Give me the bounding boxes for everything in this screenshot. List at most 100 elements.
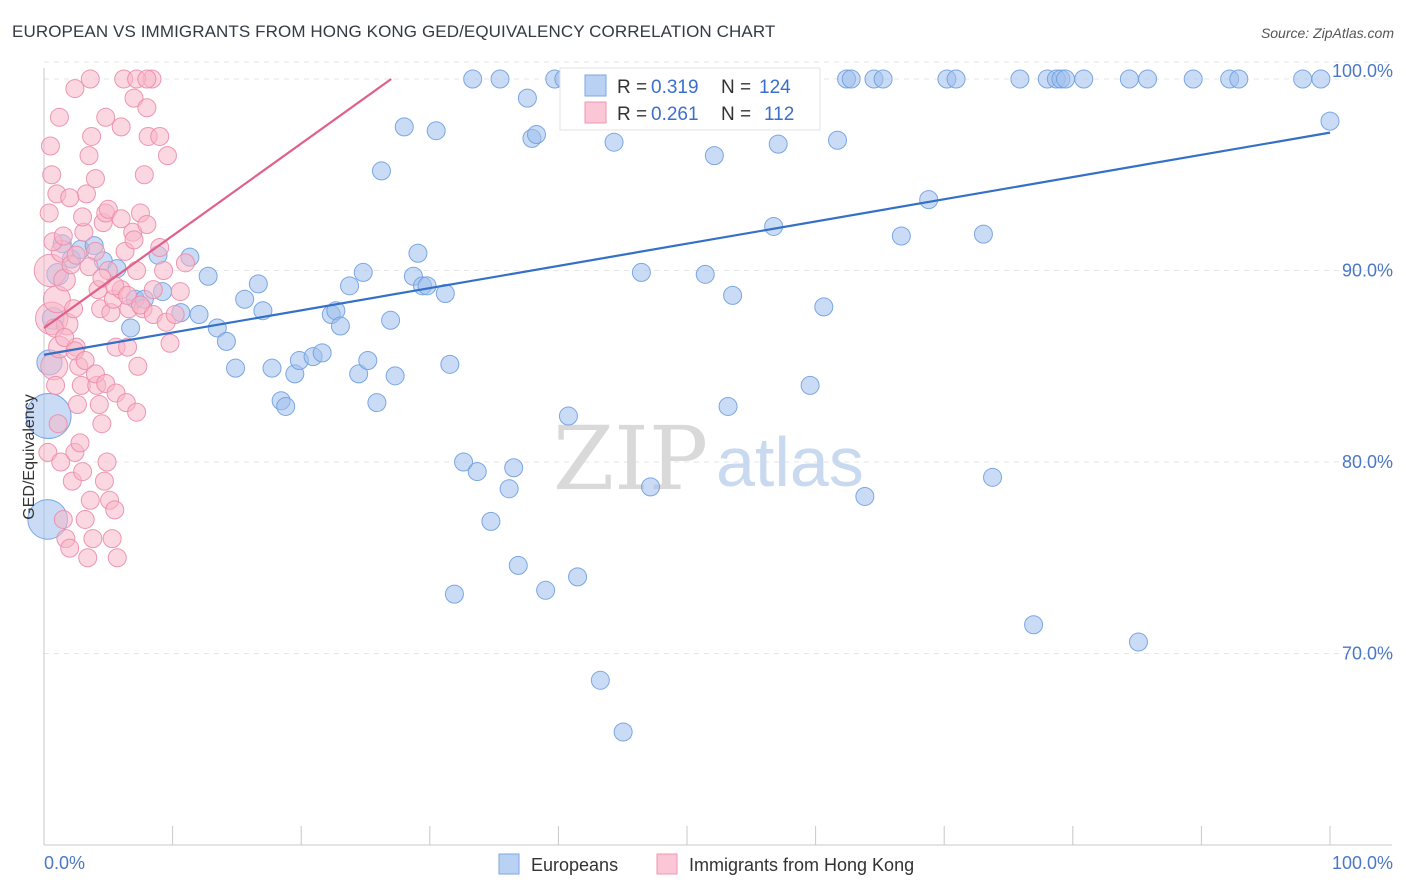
europeans-point: [1024, 615, 1044, 635]
hongkong-point: [124, 88, 144, 108]
europeans-point: [504, 458, 524, 478]
europeans-point: [800, 375, 820, 395]
series-legend-swatch-hongkong: [656, 853, 678, 875]
europeans-point: [508, 555, 528, 575]
europeans-point: [1311, 69, 1331, 89]
europeans-point: [718, 396, 738, 416]
europeans-point: [613, 722, 633, 742]
europeans-point: [1119, 69, 1139, 89]
europeans-point: [463, 69, 483, 89]
hongkong-point: [53, 509, 73, 529]
europeans-point: [312, 343, 332, 363]
europeans-point: [590, 670, 610, 690]
hongkong-point: [94, 471, 114, 491]
hongkong-point: [66, 245, 86, 265]
hongkong-point: [111, 117, 131, 137]
hongkong-point: [118, 337, 138, 357]
europeans-point: [1074, 69, 1094, 89]
europeans-point: [841, 69, 861, 89]
series-legend: Europeans Immigrants from Hong Kong: [498, 853, 914, 875]
europeans-point: [490, 69, 510, 89]
legend-r-value-2: 0.261: [651, 104, 699, 125]
europeans-point: [527, 125, 547, 145]
hongkong-point: [67, 395, 87, 415]
grid: [44, 61, 1392, 654]
correlation-legend: R = 0.319 N = 124 R = 0.261 N = 112: [559, 67, 821, 131]
y-tick-label: 80.0%: [1342, 452, 1393, 472]
hongkong-point: [118, 285, 138, 305]
y-tick-label: 90.0%: [1342, 261, 1393, 281]
hongkong-point: [60, 538, 80, 558]
legend-r-value-1: 0.319: [651, 77, 699, 98]
europeans-point: [330, 316, 350, 336]
europeans-point: [189, 305, 209, 325]
hongkong-point: [82, 126, 102, 146]
europeans-point: [764, 216, 784, 236]
europeans-point: [919, 190, 939, 210]
europeans-point: [1056, 69, 1076, 89]
hongkong-point: [127, 261, 147, 280]
hongkong-point: [51, 452, 71, 472]
europeans-point: [1010, 69, 1030, 89]
hongkong-point: [170, 282, 190, 302]
y-axis-title: GED/Equivalency: [21, 394, 38, 519]
hongkong-point: [92, 414, 112, 434]
europeans-point: [768, 134, 788, 154]
hongkong-point: [154, 261, 174, 280]
europeans-point: [198, 266, 218, 286]
hongkong-point: [137, 69, 157, 89]
europeans-point: [814, 297, 834, 317]
x-tick-labels: 0.0% 100.0%: [44, 853, 1393, 873]
hongkong-point: [75, 509, 95, 529]
hongkong-point: [105, 500, 125, 520]
series-legend-swatch-europeans: [498, 853, 520, 875]
data-points: [25, 69, 1340, 742]
europeans-point: [604, 132, 624, 152]
legend-r-label-1: R =: [617, 77, 647, 98]
hongkong-point: [165, 305, 185, 325]
hongkong-point: [134, 165, 154, 185]
legend-n-value-1: 124: [759, 77, 791, 98]
europeans-point: [454, 452, 474, 472]
europeans-point: [1293, 69, 1313, 89]
hongkong-point: [97, 452, 117, 472]
europeans-point: [385, 366, 405, 386]
hongkong-trend-line: [43, 78, 392, 329]
hongkong-point: [128, 356, 148, 376]
hongkong-point: [46, 375, 66, 395]
europeans-point: [873, 69, 893, 89]
europeans-point: [426, 121, 446, 141]
europeans-point: [248, 274, 268, 294]
europeans-point: [536, 580, 556, 600]
europeans-point: [121, 318, 141, 338]
hongkong-point: [137, 98, 157, 118]
hongkong-point: [39, 203, 59, 223]
legend-swatch-europeans: [584, 74, 607, 97]
europeans-point: [1229, 69, 1249, 89]
europeans-point: [946, 69, 966, 89]
hongkong-point: [143, 280, 163, 300]
y-tick-label: 70.0%: [1342, 644, 1393, 664]
europeans-point: [704, 146, 724, 166]
europeans-point: [558, 406, 578, 426]
legend-r-label-2: R =: [617, 104, 647, 125]
hongkong-point: [175, 253, 195, 273]
hongkong-point: [157, 146, 177, 166]
hongkong-point: [60, 188, 80, 208]
europeans-point: [408, 243, 428, 263]
hongkong-point: [160, 333, 180, 353]
europeans-point: [1138, 69, 1158, 89]
europeans-point: [349, 364, 369, 384]
europeans-point: [499, 479, 519, 499]
europeans-point: [855, 486, 875, 506]
hongkong-point: [130, 295, 150, 315]
hongkong-point: [65, 79, 85, 99]
europeans-point: [723, 285, 743, 305]
hongkong-point: [49, 107, 69, 127]
europeans-point: [340, 276, 360, 296]
hongkong-point: [55, 328, 75, 348]
hongkong-point: [127, 402, 147, 422]
europeans-point: [226, 358, 246, 378]
legend-n-label-1: N =: [721, 77, 751, 98]
